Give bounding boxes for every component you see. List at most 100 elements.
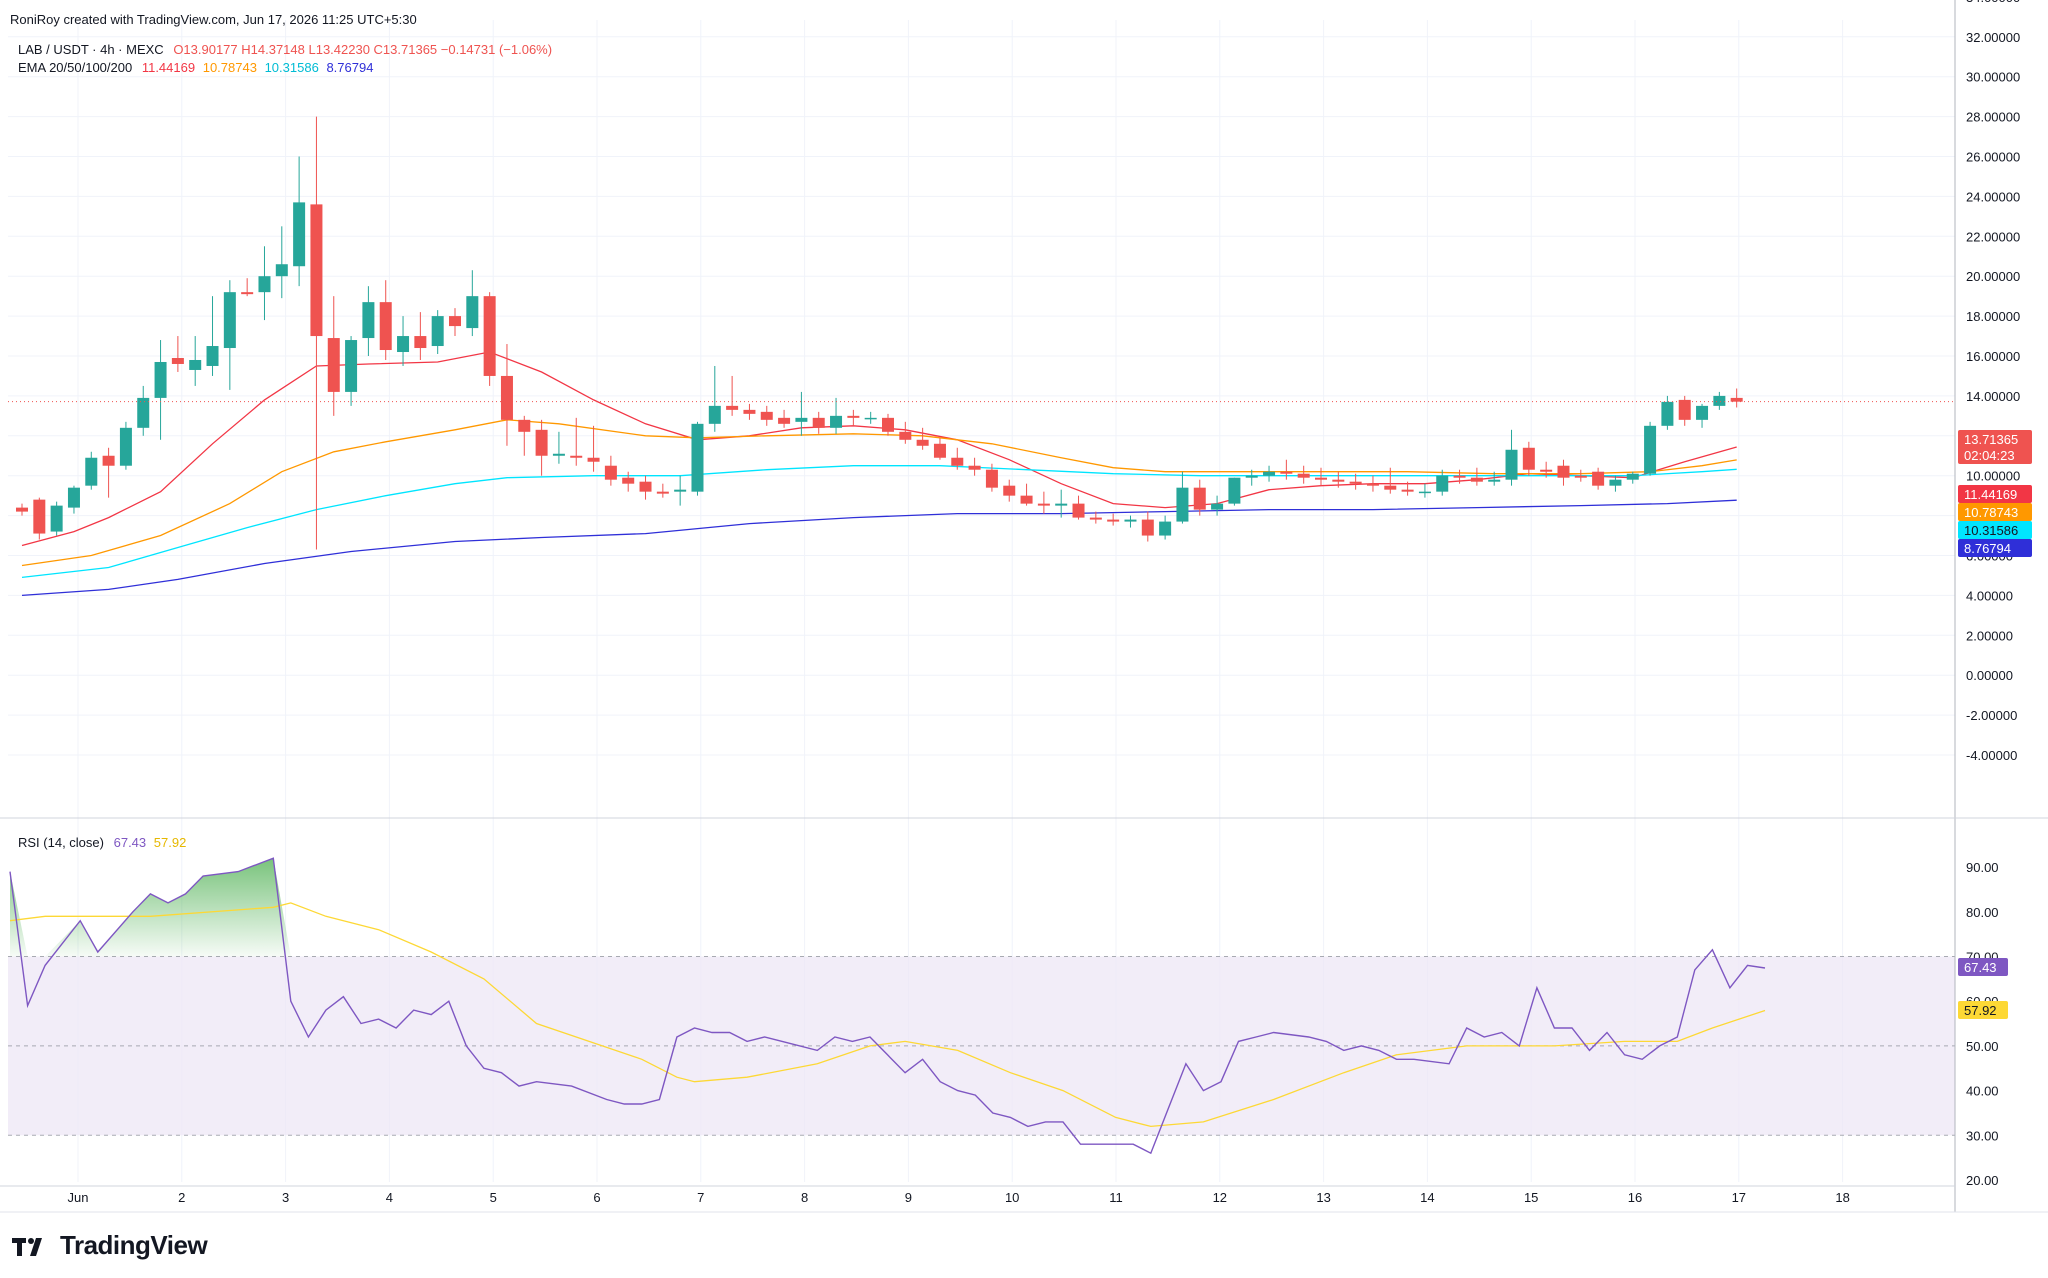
price-tick-label: 24.00000: [1966, 189, 2020, 204]
candle-body: [241, 292, 254, 295]
candle-body: [171, 357, 184, 364]
rsi-legend: RSI (14, close) 67.43 57.92: [18, 835, 186, 850]
candle-body: [414, 336, 427, 349]
candle-body: [1315, 477, 1327, 480]
candle-body: [830, 415, 843, 428]
candle-body: [119, 427, 132, 466]
candle-body: [864, 417, 877, 420]
candle-body: [726, 405, 739, 410]
candle-body: [743, 409, 756, 414]
candle-body: [1730, 397, 1743, 402]
rsi-ma-value: 57.92: [153, 835, 187, 850]
candle-body: [760, 411, 773, 420]
candle-body: [778, 417, 791, 424]
time-tick-label: 11: [1109, 1190, 1123, 1205]
candle-body: [397, 336, 410, 353]
ema100-line: [21, 465, 1737, 579]
price-tick-label: 30.00000: [1966, 70, 2020, 85]
tradingview-wordmark: TradingView: [60, 1230, 208, 1260]
price-tick-label: 2.00000: [1966, 628, 2013, 643]
ema-lines: [21, 351, 1737, 597]
time-tick-label: Jun: [68, 1190, 89, 1205]
candle-body: [1263, 471, 1276, 476]
candle-body: [933, 443, 946, 458]
candle-body: [483, 296, 496, 376]
tradingview-logo[interactable]: TradingView: [12, 1230, 208, 1261]
candle-body: [1557, 465, 1570, 478]
rsi-band-fill: [8, 956, 1955, 1136]
candle-body: [570, 455, 583, 458]
price-tick-label: 32.00000: [1966, 30, 2020, 45]
time-tick-label: 18: [1835, 1190, 1849, 1205]
candle-body: [327, 338, 340, 392]
time-tick-label: 14: [1420, 1190, 1434, 1205]
rsi-ma-tag-label: 57.92: [1964, 1003, 1997, 1018]
price-tick-label: 28.00000: [1966, 110, 2020, 125]
time-tick-label: 13: [1316, 1190, 1330, 1205]
symbol-name[interactable]: LAB / USDT · 4h · MEXC: [18, 42, 164, 57]
candle-body: [206, 346, 219, 366]
candle-body: [552, 453, 565, 456]
candle-body: [1003, 485, 1016, 496]
rsi-tag: [1958, 958, 2008, 976]
ema-label[interactable]: EMA 20/50/100/200: [18, 60, 133, 75]
candle-body: [1453, 475, 1466, 478]
candle-body: [466, 296, 479, 329]
candle-body: [1349, 481, 1362, 484]
price-tick-label: 22.00000: [1966, 229, 2020, 244]
candle-body: [362, 302, 375, 339]
ema100-value: 10.31586: [264, 60, 319, 75]
ema50-tag: [1958, 503, 2032, 521]
price-tick-label: 26.00000: [1966, 150, 2020, 165]
candle-body: [431, 316, 444, 347]
ema100-tag: [1958, 521, 2032, 539]
price-tick-label: 14.00000: [1966, 389, 2020, 404]
candle-body: [1418, 491, 1431, 494]
candle-body: [1540, 469, 1553, 472]
candle-body: [1297, 473, 1310, 478]
chart-attribution: RoniRoy created with TradingView.com, Ju…: [10, 12, 417, 27]
ema200-value: 8.76794: [326, 60, 374, 75]
rsi-tick-label: 80.00: [1966, 905, 1999, 920]
rsi-tick-label: 30.00: [1966, 1128, 1999, 1143]
candle-body: [916, 439, 929, 446]
candle-body: [1193, 487, 1206, 510]
ema50-value: 10.78743: [202, 60, 257, 75]
countdown-label: 02:04:23: [1964, 448, 2015, 463]
candle-body: [102, 455, 115, 466]
price-tick-label: 20.00000: [1966, 269, 2020, 284]
candle-body: [1678, 399, 1691, 420]
candle-body: [1072, 503, 1085, 518]
candle-body: [223, 292, 236, 349]
candle-body: [1037, 503, 1050, 506]
candle-body: [1228, 477, 1241, 504]
candle-body: [500, 375, 513, 420]
candle-body: [189, 359, 202, 370]
rsi-overbought-fill: [10, 858, 291, 957]
candle-body: [1245, 475, 1258, 478]
price-tick-label: 10.00000: [1966, 469, 2020, 484]
price-tick-label: 4.00000: [1966, 588, 2013, 603]
candle-body: [1661, 401, 1674, 426]
candle-body: [275, 264, 288, 277]
candle-body: [1366, 483, 1379, 486]
candle-body: [1384, 485, 1397, 490]
time-tick-label: 4: [386, 1190, 393, 1205]
candle-body: [1522, 447, 1535, 470]
candle-body: [1644, 425, 1657, 474]
rsi-label[interactable]: RSI (14, close): [18, 835, 104, 850]
ema100-tag-label: 10.31586: [1964, 523, 2018, 538]
candle-body: [293, 202, 306, 267]
candle-body: [1470, 477, 1483, 482]
candle-body: [50, 505, 63, 532]
price-tick-label: -2.00000: [1966, 708, 2017, 723]
candle-body: [154, 361, 167, 398]
candle-body: [639, 481, 652, 492]
time-tick-label: 8: [801, 1190, 808, 1205]
price-tick-label: 16.00000: [1966, 349, 2020, 364]
ema20-line: [21, 351, 1737, 547]
candle-body: [310, 204, 323, 337]
candle-body: [604, 465, 617, 480]
